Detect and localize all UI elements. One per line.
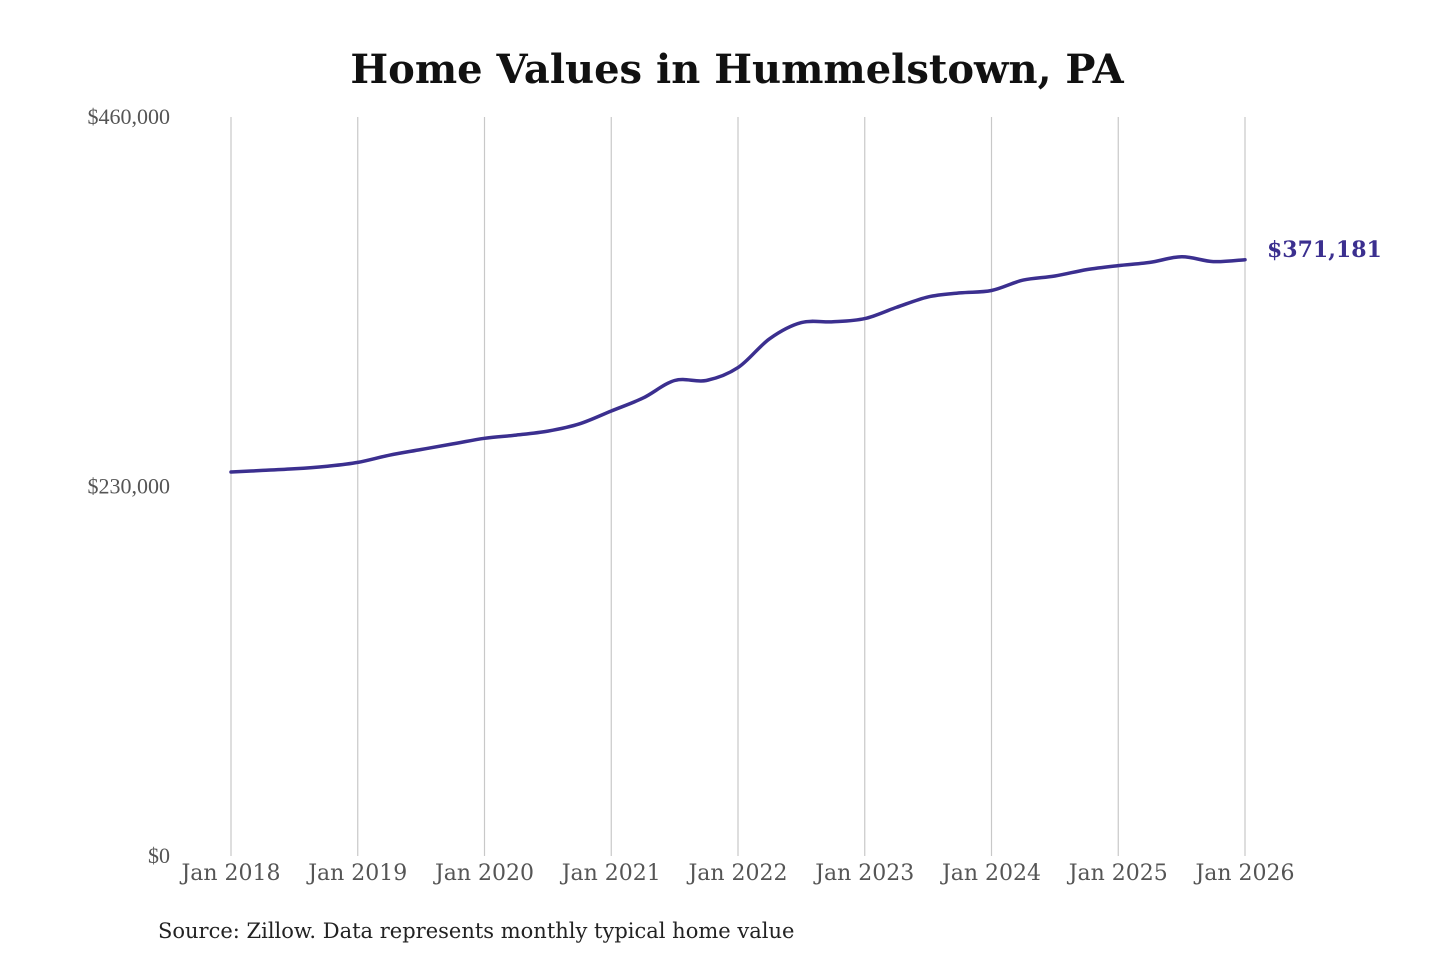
data-point	[324, 464, 328, 468]
y-tick-label: $230,000	[88, 474, 171, 499]
data-point	[578, 422, 582, 426]
data-point	[451, 442, 455, 446]
data-point	[356, 460, 360, 464]
series-layer	[229, 255, 1247, 474]
data-point	[768, 337, 772, 341]
data-point	[483, 436, 487, 440]
data-point	[704, 378, 708, 382]
data-point	[863, 317, 867, 321]
end-value-label: $371,181	[1267, 237, 1382, 263]
data-point	[1211, 260, 1215, 264]
y-tick-label: $460,000	[88, 104, 171, 129]
data-point	[736, 366, 740, 370]
data-point	[1243, 258, 1247, 262]
y-axis-ticks: $0 $230,000 $460,000	[88, 104, 171, 868]
chart-title: Home Values in Hummelstown, PA	[350, 46, 1124, 93]
data-point	[1053, 274, 1057, 278]
y-tick-label: $0	[148, 843, 170, 868]
data-point	[1116, 264, 1120, 268]
data-point	[229, 470, 233, 474]
data-point	[1180, 255, 1184, 259]
x-axis-ticks: Jan 2018 Jan 2019 Jan 2020 Jan 2021 Jan 2022…	[179, 861, 1294, 886]
data-point	[1021, 278, 1025, 282]
data-point	[609, 409, 613, 413]
data-point	[514, 433, 518, 437]
x-tick-label: Jan 2021	[560, 861, 661, 886]
data-point	[673, 378, 677, 382]
data-point	[990, 289, 994, 293]
data-point	[387, 453, 391, 457]
x-tick-label: Jan 2025	[1067, 861, 1168, 886]
x-tick-label: Jan 2020	[433, 861, 534, 886]
data-point	[958, 291, 962, 295]
source-note: Source: Zillow. Data represents monthly …	[158, 919, 794, 943]
data-point	[546, 429, 550, 433]
x-tick-label: Jan 2022	[686, 861, 787, 886]
data-point	[831, 320, 835, 324]
x-tick-label: Jan 2018	[179, 861, 280, 886]
data-point	[292, 467, 296, 471]
data-point	[894, 305, 898, 309]
x-tick-label: Jan 2023	[813, 861, 914, 886]
data-point	[1148, 260, 1152, 264]
series-line-0	[229, 255, 1247, 474]
x-tick-label: Jan 2024	[940, 861, 1041, 886]
gridlines	[230, 117, 1246, 856]
data-point	[261, 468, 265, 472]
data-point	[419, 448, 423, 452]
x-tick-label: Jan 2026	[1193, 861, 1294, 886]
x-tick-label: Jan 2019	[306, 861, 407, 886]
data-point	[1085, 268, 1089, 272]
data-point	[641, 396, 645, 400]
data-point	[799, 321, 803, 325]
data-point	[926, 295, 930, 299]
